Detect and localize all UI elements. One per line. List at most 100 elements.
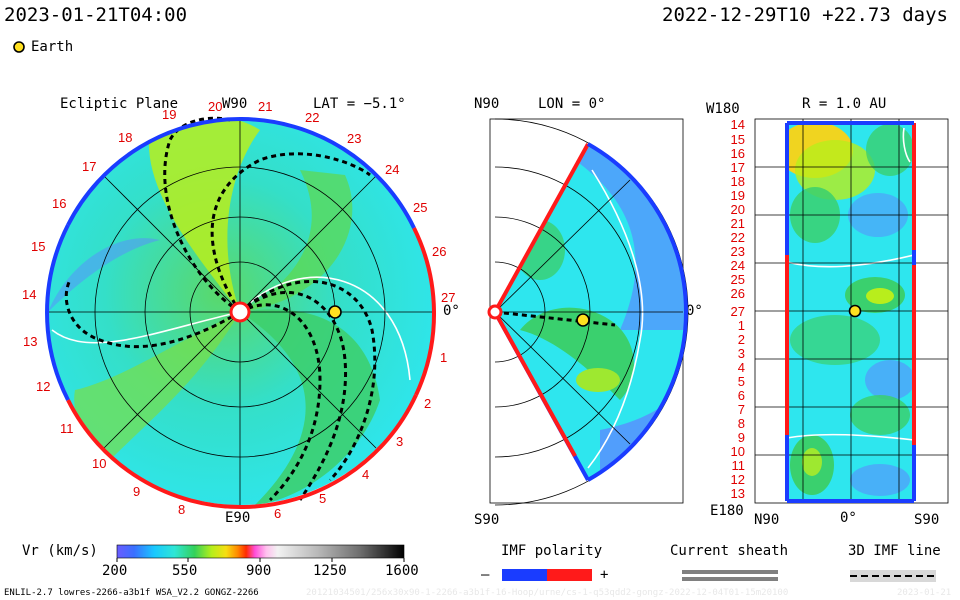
latlon-panel [754, 118, 949, 504]
colorbar-tick-550: 550 [172, 563, 198, 579]
latlon-row-labels: 14 15 16 17 18 19 20 21 22 23 24 25 26 2… [731, 117, 745, 501]
carrington-27: 27 [441, 290, 455, 305]
ecliptic-sun [229, 301, 251, 323]
latlon-row-3: 3 [738, 346, 745, 361]
ecliptic-imf-line-1 [163, 116, 241, 314]
carrington-8: 8 [178, 502, 185, 517]
imf-negative-swatch [502, 569, 547, 581]
carrington-20: 20 [208, 99, 222, 114]
latlon-earth-marker [848, 304, 862, 318]
ecliptic-imf-line-3 [239, 280, 377, 482]
latlon-title: R = 1.0 AU [802, 96, 887, 112]
latlon-row-5: 5 [738, 374, 745, 389]
carrington-10: 10 [92, 456, 106, 471]
meridional-earth-marker [576, 313, 590, 327]
imf-polarity-title: IMF polarity [501, 543, 603, 559]
colorbar-label: Vr (km/s) [22, 543, 98, 559]
imf-plus-label: + [600, 567, 609, 583]
footer-stamp: 2023-01-21 [897, 588, 952, 598]
colorbar-tick-900: 900 [246, 563, 272, 579]
colorbar-tick-1600: 1600 [385, 563, 419, 579]
ecliptic-imf-line-4 [239, 291, 348, 501]
latlon-row-16: 16 [731, 146, 745, 161]
meridional-rim [587, 142, 688, 482]
latlon-row-17: 17 [731, 160, 745, 175]
ecliptic-sheath-2 [51, 311, 241, 344]
carrington-5: 5 [319, 491, 326, 506]
carrington-19: 19 [162, 107, 176, 122]
latlon-row-26: 26 [731, 286, 745, 301]
ecliptic-blue-band [48, 238, 160, 312]
model-version: ENLIL-2.7 lowres-2266-a3b1f WSA_V2.2 GON… [4, 588, 259, 598]
carrington-12: 12 [36, 379, 50, 394]
imf-minus-label: – [481, 567, 490, 583]
latlon-row-4: 4 [738, 360, 745, 375]
carrington-3: 3 [396, 434, 403, 449]
imf-line-label: 3D IMF line [848, 543, 941, 559]
latlon-row-21: 21 [731, 216, 745, 231]
meridional-title: LON = 0° [538, 96, 606, 112]
latlon-row-27: 27 [731, 304, 745, 319]
ecliptic-rim-blue-left [45, 224, 70, 401]
ecliptic-bottom-label: E90 [225, 510, 251, 526]
meridional-sun [487, 304, 503, 320]
latlon-sheath-1 [787, 254, 914, 268]
latlon-row-6: 6 [738, 388, 745, 403]
latlon-row-18: 18 [731, 174, 745, 189]
latlon-row-1: 1 [738, 318, 745, 333]
ecliptic-rim-red-right [412, 227, 436, 396]
colorbar-tick-1250: 1250 [313, 563, 347, 579]
latlon-row-9: 9 [738, 430, 745, 445]
ecliptic-fast-stream-4 [74, 312, 240, 460]
meridional-sheath [587, 169, 644, 469]
ecliptic-fast-stream-1 [148, 119, 260, 312]
ecliptic-right-label: 0° [443, 303, 460, 319]
run-identifier: 20121034501/256x30x90-1-2266-a3b1f-16-Ho… [306, 588, 789, 598]
latlon-row-7: 7 [738, 402, 745, 417]
carrington-11: 11 [60, 421, 74, 436]
earth-legend-label: Earth [31, 39, 74, 55]
latlon-row-24: 24 [731, 258, 745, 273]
latlon-bottom-right: S90 [914, 512, 940, 528]
meridional-edge-lower-red [493, 311, 577, 457]
latlon-row-11: 11 [732, 458, 746, 473]
simulation-date: 2023-01-21T04:00 [4, 4, 188, 26]
ecliptic-title: Ecliptic Plane [60, 96, 179, 112]
meridional-top-label: N90 [474, 96, 500, 112]
carrington-16: 16 [52, 196, 66, 211]
latlon-row-2: 2 [738, 332, 745, 347]
latlon-corner-bottom: E180 [710, 503, 744, 519]
carrington-labels: 1 2 3 4 5 6 8 9 10 11 12 13 14 15 16 17 … [22, 99, 455, 521]
velocity-colorbar [116, 544, 405, 562]
latlon-row-19: 19 [731, 188, 745, 203]
reference-time: 2022-12-29T10 +22.73 days [662, 4, 948, 26]
carrington-18: 18 [118, 130, 132, 145]
ecliptic-top-label: W90 [222, 96, 248, 112]
latlon-row-12: 12 [731, 472, 745, 487]
ecliptic-imf-line-6 [64, 279, 241, 349]
ecliptic-lat: LAT = −5.1° [313, 96, 406, 112]
latlon-row-14: 14 [731, 117, 745, 132]
latlon-row-15: 15 [731, 132, 745, 147]
ecliptic-earth-marker [328, 305, 342, 319]
meridional-edge-upper [493, 143, 590, 313]
colorbar-tick-200: 200 [102, 563, 128, 579]
carrington-22: 22 [305, 110, 319, 125]
carrington-6: 6 [274, 506, 281, 521]
ecliptic-fast-stream-2 [240, 170, 353, 312]
current-sheath-swatch [682, 570, 778, 581]
latlon-bottom-mid: 0° [840, 510, 857, 526]
carrington-17: 17 [82, 159, 96, 174]
carrington-21: 21 [258, 99, 272, 114]
ecliptic-imf-line-5 [239, 303, 322, 502]
latlon-row-10: 10 [731, 444, 745, 459]
carrington-13: 13 [23, 334, 37, 349]
carrington-4: 4 [362, 467, 369, 482]
carrington-1: 1 [440, 350, 447, 365]
meridional-imf-line [494, 310, 616, 327]
carrington-23: 23 [347, 131, 361, 146]
carrington-14: 14 [22, 287, 36, 302]
meridional-right-label: 0° [686, 303, 703, 319]
latlon-corner-top: W180 [706, 101, 740, 117]
